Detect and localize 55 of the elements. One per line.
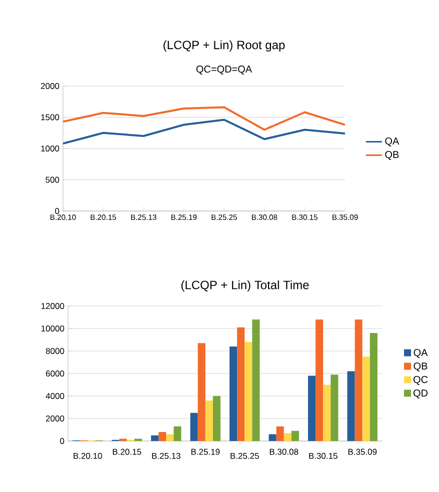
y-tick-label: 1000 [41,145,60,152]
x-tick-label: B.25.13 [152,452,180,459]
chart-title: (LCQP + Lin) Root gap [164,40,285,52]
line-series [63,106,345,131]
y-tick-label: 6000 [46,370,64,376]
line-series [63,118,345,144]
bar [252,319,260,441]
legend-label: QD [414,389,428,398]
legend-label: QA [385,138,400,146]
x-tick-label: B.25.19 [191,448,220,455]
bar [268,434,276,441]
chart-subtitle: QC=QD=QA [196,66,252,74]
bar [230,346,238,441]
bar [308,376,316,441]
bar [316,319,324,441]
x-tick-label: B.30.15 [309,452,338,459]
bar [362,356,370,441]
y-tick-label: 2000 [46,415,64,422]
x-tick-label: B.20.15 [112,448,142,455]
bar [212,396,220,441]
bar [330,374,338,441]
bar [198,343,206,441]
x-tick-label: B.20.10 [74,452,102,459]
y-tick-label: 0 [60,438,64,444]
bar [174,426,182,441]
y-tick-label: 12000 [41,302,64,309]
y-tick-label: 2000 [40,82,60,89]
chart-title: (LCQP + Lin) Total Time [181,280,309,292]
y-tick-label: 8000 [46,348,64,354]
legend-label: QC [414,376,428,385]
x-tick-label: B.30.08 [270,448,298,455]
bar [158,432,166,441]
bar [190,412,198,441]
legend-label: QB [414,362,428,372]
bar [151,435,159,441]
bar [166,434,174,441]
bar [284,433,292,441]
bar [347,371,355,441]
x-tick-label: B.35.09 [348,448,377,455]
bar [354,319,362,441]
legend-label: QB [385,151,399,160]
y-tick-label: 500 [46,176,60,183]
bar [370,333,378,441]
x-tick-label: B.25.25 [230,452,259,459]
y-tick-label: 4000 [46,392,64,400]
bar [205,400,213,441]
bar [291,430,299,441]
y-tick-label: 10000 [41,325,64,332]
bar [276,426,284,441]
y-tick-label: 0 [55,208,60,214]
bar [244,342,252,441]
bar [323,384,331,441]
y-tick-label: 1500 [41,114,60,120]
legend-label: QA [414,349,428,358]
bar [237,327,245,441]
